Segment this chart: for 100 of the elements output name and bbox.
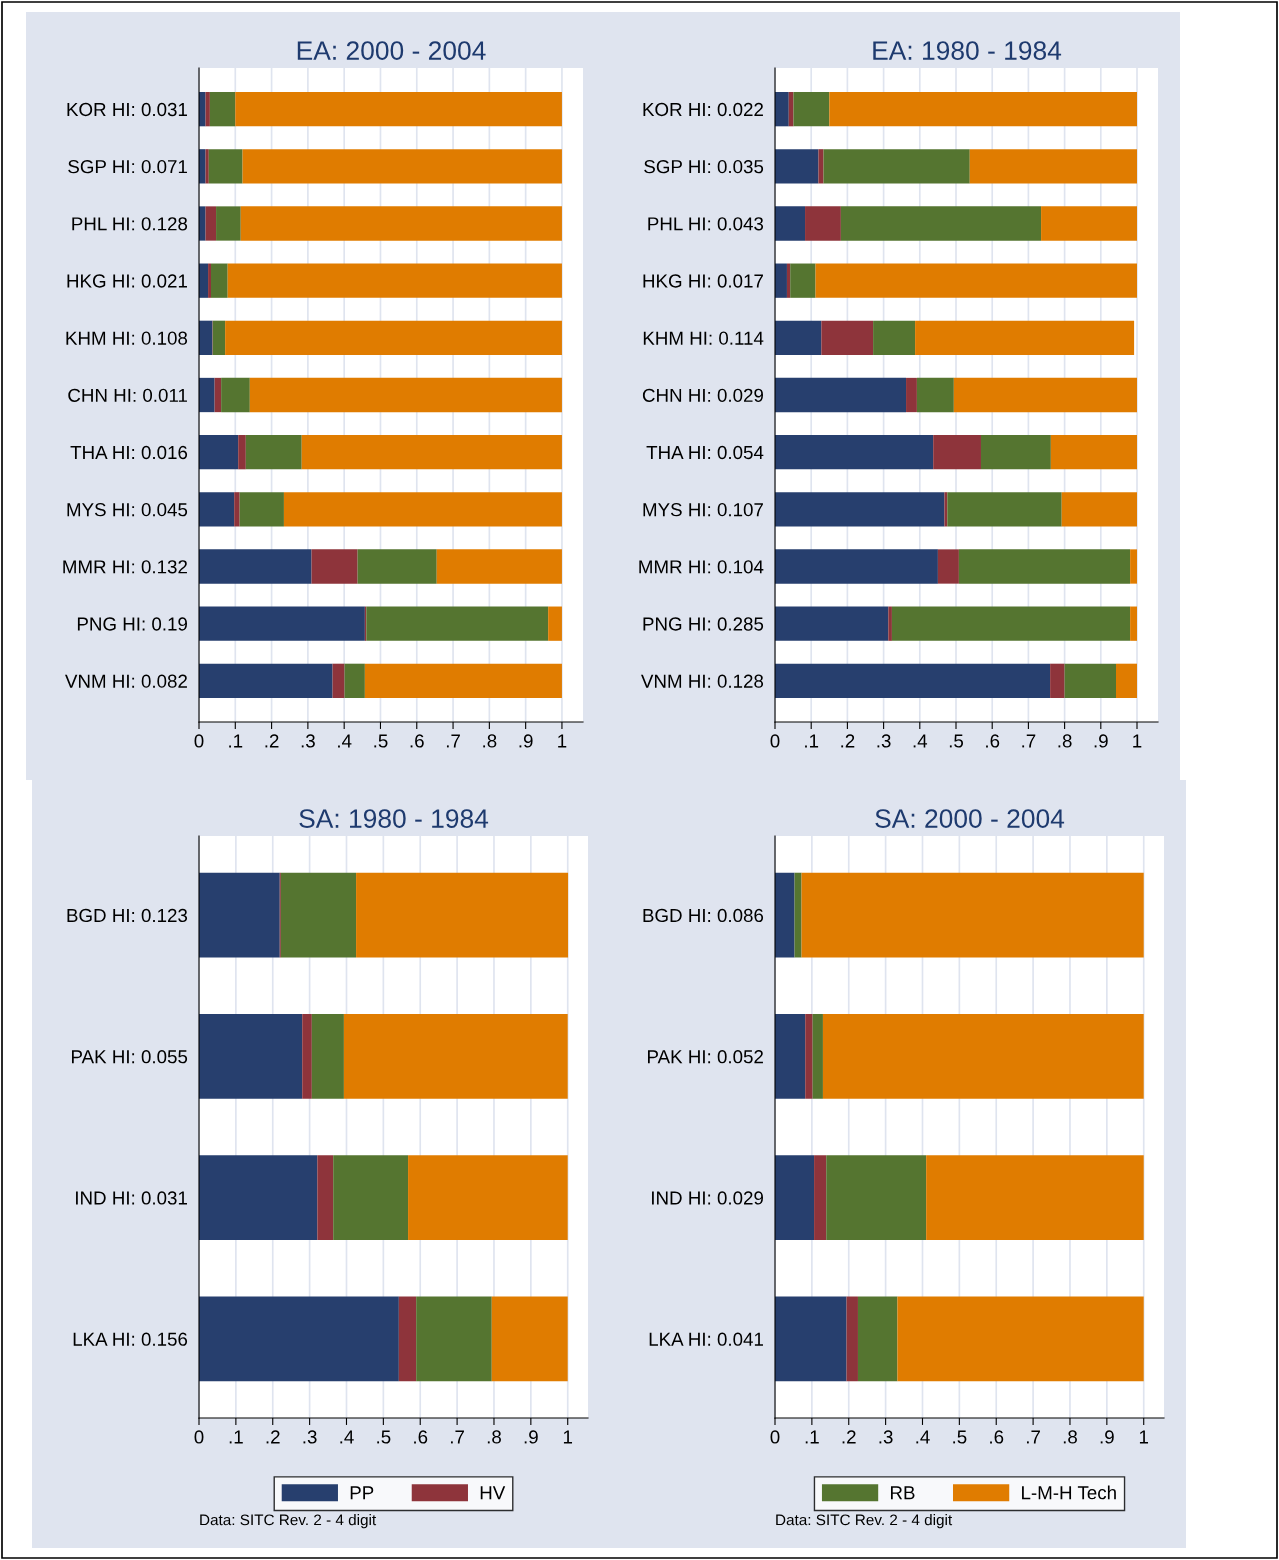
x-tick-label: .9	[1100, 1430, 1114, 1444]
bar	[814, 1155, 827, 1241]
bar	[280, 872, 357, 958]
bar	[199, 872, 280, 958]
bar	[873, 320, 916, 355]
bar	[491, 1296, 568, 1382]
bar	[775, 872, 795, 958]
x-tick-label: .3	[877, 734, 891, 748]
y-tick-label: MMR HI: 0.104	[639, 560, 764, 574]
chart-title: SA: 2000 - 2004	[875, 809, 1065, 828]
bar	[775, 92, 789, 127]
bar	[238, 435, 246, 470]
bar	[823, 149, 970, 184]
bar	[891, 606, 1131, 641]
chart-title: EA: 2000 - 2004	[297, 41, 486, 60]
bar	[199, 606, 365, 641]
bar	[199, 377, 215, 413]
bar	[822, 1013, 1144, 1099]
bar	[1130, 549, 1137, 584]
bar	[343, 1013, 568, 1099]
y-tick-label: KHM HI: 0.114	[643, 331, 764, 345]
x-tick-label: .7	[1027, 1430, 1040, 1444]
x-tick-label: 1	[563, 1430, 573, 1444]
bar	[821, 320, 874, 355]
x-tick-label: .1	[805, 1430, 819, 1444]
x-tick-label: .5	[374, 734, 388, 748]
bar	[302, 1013, 312, 1099]
bar	[969, 149, 1137, 184]
bar	[364, 663, 562, 698]
bar	[199, 492, 235, 527]
bar	[933, 435, 981, 470]
y-tick-label: LKA HI: 0.041	[649, 1332, 763, 1346]
bar	[208, 149, 243, 184]
bar	[208, 263, 211, 298]
bar	[205, 92, 210, 127]
bar	[199, 663, 333, 698]
x-tick-label: .6	[990, 1430, 1004, 1444]
bar	[947, 492, 1062, 527]
bar	[199, 149, 206, 184]
legend-label: PP	[350, 1486, 374, 1500]
bar	[915, 320, 1135, 355]
bar	[317, 1155, 334, 1241]
x-tick-label: .6	[410, 734, 424, 748]
bar	[333, 1155, 409, 1241]
bar	[366, 606, 549, 641]
bar	[283, 492, 562, 527]
y-tick-label: PHL HI: 0.043	[648, 217, 764, 231]
bar	[888, 606, 892, 641]
bar	[775, 606, 889, 641]
bar	[1116, 663, 1137, 698]
bar	[205, 206, 217, 241]
x-tick-label: .1	[229, 1430, 243, 1444]
bar	[356, 872, 569, 958]
bar	[548, 606, 562, 641]
x-tick-label: .3	[301, 734, 315, 748]
bar	[216, 206, 241, 241]
bar	[926, 1155, 1144, 1241]
x-tick-label: 1	[1133, 734, 1142, 748]
bar	[801, 872, 1144, 958]
x-tick-label: .4	[340, 1430, 354, 1444]
x-tick-label: .8	[487, 1430, 501, 1444]
bar	[210, 263, 228, 298]
x-tick-label: .2	[841, 734, 855, 748]
legend-label: L-M-H Tech	[1022, 1485, 1116, 1500]
y-tick-label: PHL HI: 0.128	[72, 217, 188, 231]
bar	[212, 320, 226, 355]
bar	[199, 320, 213, 355]
y-tick-label: PAK HI: 0.052	[648, 1050, 763, 1064]
x-tick-label: .9	[1094, 734, 1108, 748]
y-tick-label: PNG HI: 0.285	[643, 617, 764, 631]
bar	[980, 435, 1051, 470]
y-tick-label: VNM HI: 0.082	[65, 674, 187, 688]
chart-title: EA: 1980 - 1984	[873, 41, 1062, 60]
bar	[958, 549, 1131, 584]
bar	[1130, 606, 1137, 641]
y-tick-label: SGP HI: 0.035	[644, 160, 764, 174]
bar	[332, 663, 345, 698]
x-tick-label: .3	[303, 1430, 317, 1444]
x-tick-label: .5	[377, 1430, 391, 1444]
y-tick-label: CHN HI: 0.011	[68, 388, 187, 402]
bar	[775, 663, 1051, 698]
y-tick-label: PAK HI: 0.055	[72, 1050, 188, 1064]
bar	[775, 263, 787, 298]
bar	[199, 1155, 318, 1241]
x-tick-label: .2	[265, 734, 279, 748]
x-tick-label: 0	[194, 734, 204, 748]
bar	[916, 377, 954, 413]
bar	[344, 663, 365, 698]
x-tick-label: .5	[953, 1430, 967, 1444]
bar	[812, 1013, 823, 1099]
bar	[829, 92, 1137, 127]
bar	[1061, 492, 1137, 527]
x-tick-label: 1	[558, 734, 567, 748]
bar	[846, 1296, 858, 1382]
y-tick-label: THA HI: 0.016	[70, 445, 188, 460]
bar	[234, 492, 240, 527]
bar	[815, 263, 1137, 298]
bar	[301, 435, 562, 470]
x-tick-label: .5	[949, 734, 964, 748]
bar	[398, 1296, 417, 1382]
